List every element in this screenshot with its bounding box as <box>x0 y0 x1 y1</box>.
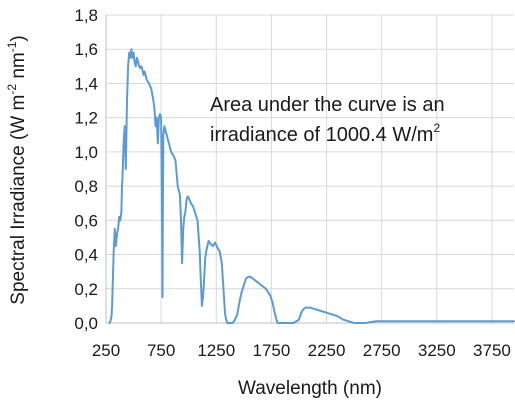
y-tick-label: 0,8 <box>74 177 98 196</box>
x-tick-label: 2750 <box>363 341 401 360</box>
y-axis-title-exp2: -1 <box>5 41 19 52</box>
y-tick-label: 0,0 <box>74 314 98 333</box>
series-layer <box>108 48 515 324</box>
x-tick-label: 3750 <box>473 341 511 360</box>
annotation-line-2-text: irradiance of 1000.4 W/m <box>210 124 433 146</box>
annotation-line-2-superscript: 2 <box>433 121 440 135</box>
x-tick-label: 1250 <box>197 341 235 360</box>
x-tick-label: 3250 <box>418 341 456 360</box>
y-axis-title-middle: nm <box>8 52 29 84</box>
y-tick-label: 1,6 <box>74 40 98 59</box>
y-axis-title: Spectral Irradiance (W m-2 nm-1) <box>5 35 29 304</box>
x-axis-title: Wavelength (nm) <box>238 378 382 399</box>
y-tick-label: 0,6 <box>74 211 98 230</box>
axis-layer <box>105 15 514 324</box>
grid-layer <box>106 14 514 323</box>
x-tick-label: 2250 <box>308 341 346 360</box>
annotation-line-2: irradiance of 1000.4 W/m2 <box>210 121 440 146</box>
x-tick-label: 1750 <box>252 341 290 360</box>
y-tick-label: 1,4 <box>74 74 98 93</box>
y-tick-label: 1,2 <box>74 109 98 128</box>
y-axis-title-prefix: Spectral Irradiance (W m <box>8 95 29 305</box>
x-tick-label: 250 <box>92 341 120 360</box>
series-line-0 <box>108 48 515 324</box>
y-tick-label: 0,2 <box>74 280 98 299</box>
y-tick-label: 1,0 <box>74 143 98 162</box>
y-axis-title-exp1: -2 <box>5 84 19 95</box>
y-axis-title-suffix: ) <box>8 35 29 41</box>
x-tick-label: 750 <box>147 341 175 360</box>
y-tick-label: 0,4 <box>74 246 98 265</box>
y-tick-label: 1,8 <box>74 6 98 25</box>
annotation-line-1: Area under the curve is an <box>210 94 445 116</box>
tick-label-layer: 0,0 0,2 0,4 0,6 0,8 1,0 1,2 1,4 1,6 1,8 250 750 1250… <box>74 6 511 360</box>
